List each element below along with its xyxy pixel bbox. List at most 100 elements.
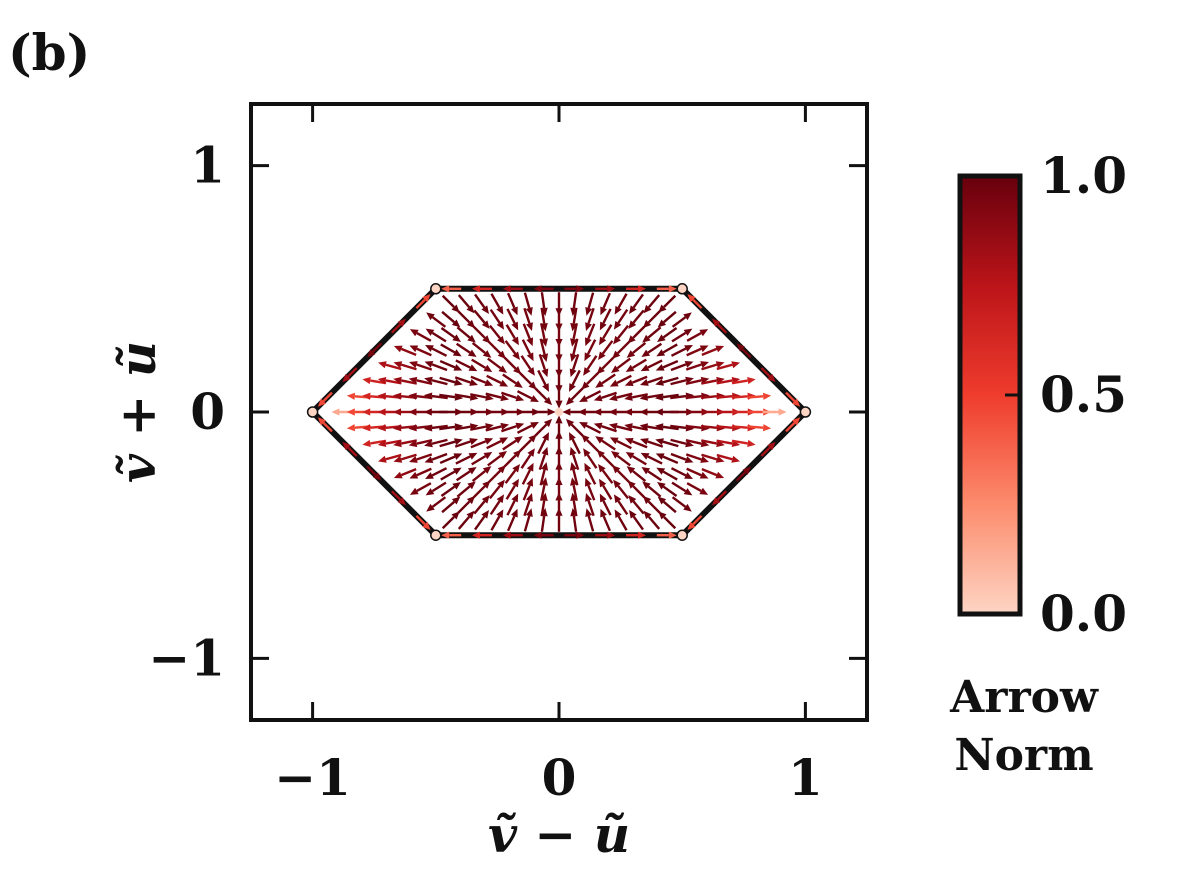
field-arrow-282 [584,323,596,347]
field-arrow-3 [490,509,504,531]
field-arrow-193 [624,393,649,401]
field-arrow-271 [409,329,432,342]
field-arrow-277 [505,324,519,346]
field-arrow-17 [457,495,476,514]
field-arrow-15 [426,496,447,512]
field-arrow-60 [539,461,549,486]
field-arrow-293 [473,309,490,329]
field-arrow-315 [570,292,578,317]
colorbar-ticks: 1.0 0.5 0.0 [1005,146,1127,643]
boundary-arrow-21 [390,490,406,506]
boundary-arrow-7 [595,285,616,293]
field-arrow-321 [658,294,677,313]
field-arrow-258 [521,339,534,362]
field-arrow-46 [627,480,646,499]
y-tick-label-2: −1 [148,628,225,687]
field-arrow-270 [701,345,725,356]
field-arrow-286 [642,326,662,343]
field-arrow-304 [642,310,661,329]
x-axis-label: ṽ − ũ [488,805,630,864]
field-arrow-125 [423,424,448,432]
field-arrow-63 [584,462,597,485]
field-arrow-137 [608,422,633,432]
boundary-arrow-23 [441,531,462,539]
field-arrow-81 [520,448,535,469]
boundary-arrow-35 [785,417,801,433]
field-arrow-210 [486,374,509,387]
field-arrow-51 [393,468,417,479]
field-arrow-228 [393,361,417,371]
field-arrow-27 [613,494,629,516]
field-arrow-311 [506,292,518,316]
field-arrow-254 [455,342,477,358]
field-arrow-278 [522,323,534,347]
field-arrow-184 [485,392,510,402]
field-arrow-226 [731,376,756,385]
field-arrow-77 [455,452,478,465]
field-arrow-218 [609,374,632,387]
boundary-arrow-3 [712,318,728,334]
field-arrow-243 [625,358,647,372]
field-arrow-87 [611,451,631,467]
fixed-point-0 [555,408,563,416]
field-arrow-73 [393,453,417,463]
field-arrow-110 [595,436,616,451]
boundary-arrow-31 [687,514,703,530]
field-arrow-316 [585,292,595,316]
field-arrow-131 [516,422,539,434]
field-arrow-300 [585,307,595,331]
field-arrow-90 [655,453,679,465]
field-arrow-66 [626,466,647,483]
field-arrow-85 [583,448,598,469]
field-arrow-40 [540,477,548,502]
field-arrow-240 [583,355,598,376]
field-arrow-207 [439,376,463,386]
y-axis-label: ṽ + ũ [108,341,167,483]
y-axis-ticks: 1 0 −1 [148,136,867,687]
field-arrow-94 [716,453,740,463]
field-arrow-64 [598,464,614,484]
field-arrow-308 [457,294,475,314]
field-arrow-190 [579,390,602,402]
boundary-arrow-10 [502,285,523,293]
field-arrow-251 [409,345,432,357]
field-arrow-160 [531,408,556,416]
field-arrow-307 [441,294,460,313]
field-arrow-45 [613,479,630,500]
field-arrow-112 [624,437,648,449]
field-arrow-236 [520,355,535,376]
field-arrow-146 [747,424,772,432]
field-arrow-209 [470,375,494,387]
field-arrow-183 [469,393,494,401]
field-arrow-76 [439,453,463,465]
field-arrow-13 [643,510,661,530]
field-arrow-206 [424,376,448,386]
field-arrow-294 [489,308,505,330]
boundary-arrow-30 [656,531,677,539]
colorbar-tick-label-0: 1.0 [1040,146,1127,205]
field-arrow-57 [488,465,506,483]
boundary-arrow-8 [564,285,585,293]
boundary-arrow-33 [735,466,751,482]
field-arrow-108 [569,432,581,455]
field-arrow-98 [408,439,433,448]
field-arrow-180 [423,392,448,400]
field-arrow-253 [440,343,462,357]
field-arrow-68 [656,467,678,481]
field-arrow-92 [685,453,709,463]
field-arrow-59 [521,462,534,485]
field-arrow-203 [377,376,402,385]
field-arrow-290 [426,312,447,328]
field-arrow-219 [624,375,648,387]
field-arrow-62 [569,461,579,486]
field-arrow-257 [504,340,520,360]
field-arrow-1 [457,510,475,530]
fixed-point-1 [799,406,812,418]
field-arrow-89 [640,452,663,465]
field-arrow-54 [440,467,462,481]
field-arrow-136 [593,422,617,433]
field-arrow-264 [612,341,630,359]
boundary-arrows [317,285,801,539]
field-arrow-288 [671,328,693,343]
